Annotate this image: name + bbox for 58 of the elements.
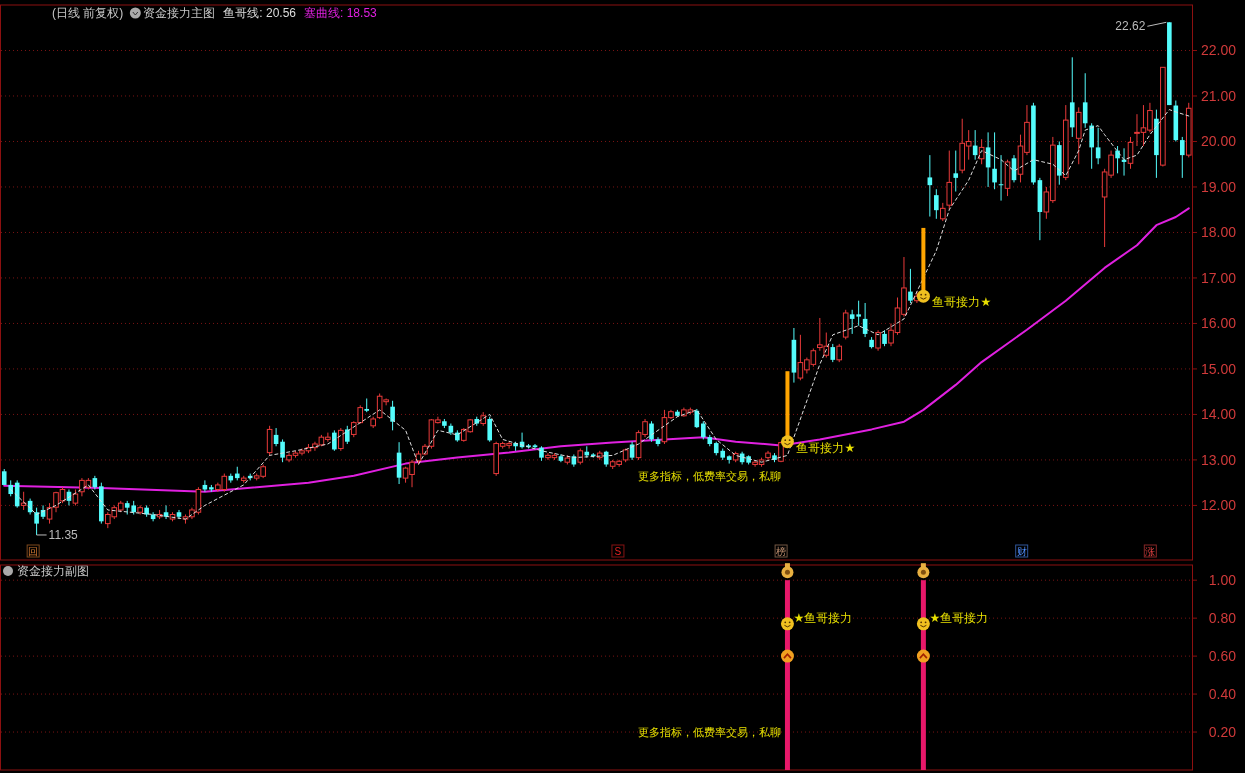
y-tick-label: 17.00: [1200, 269, 1237, 286]
candlestick: [487, 416, 492, 443]
candlestick: [701, 420, 706, 440]
text: 塞曲线: 18.53: [304, 6, 378, 20]
candlestick: [908, 268, 913, 304]
y-tick-label: 1.00: [1208, 572, 1237, 589]
candlestick: [978, 138, 985, 165]
y-tick-label: 16.00: [1200, 315, 1237, 332]
annotation: 榜: [776, 546, 787, 557]
candlestick: [266, 425, 273, 456]
candlestick: [830, 343, 836, 363]
candlestick: [390, 400, 395, 431]
candlestick: [946, 150, 953, 211]
text: 鱼哥线: 20.56: [223, 6, 297, 20]
candlestick: [953, 150, 959, 193]
annotation: 更多指标，低费率交易，私聊: [638, 469, 782, 482]
candlestick: [875, 329, 881, 352]
y-tick-label: 15.00: [1200, 360, 1237, 377]
annotation: 涨: [1145, 546, 1156, 557]
line-series: [3, 207, 1190, 493]
annotation: 11.35: [48, 527, 79, 542]
y-tick-label: 0.60: [1208, 648, 1237, 665]
annotation: ★鱼哥接力: [793, 611, 853, 626]
y-tick-label: 12.00: [1200, 497, 1237, 514]
annotation: 鱼哥接力★: [796, 440, 856, 455]
y-tick-label: 21.00: [1200, 87, 1237, 104]
candlestick: [849, 309, 855, 335]
chart-title: 资金接力主图: [143, 6, 216, 20]
candlestick: [836, 343, 843, 363]
candlestick: [34, 507, 39, 536]
y-tick-label: 14.00: [1200, 406, 1237, 423]
y-tick-label: 0.80: [1208, 610, 1237, 627]
y-tick-label: 19.00: [1200, 178, 1237, 195]
chart-subtitle: (日线 前复权): [52, 6, 124, 20]
annotation: 更多指标，低费率交易，私聊: [638, 726, 782, 739]
candlestick: [940, 202, 946, 222]
y-tick-label: 22.00: [1200, 42, 1237, 59]
y-tick-label: 0.20: [1208, 724, 1237, 741]
annotation: 回: [28, 546, 39, 557]
annotation: ★鱼哥接力: [929, 611, 989, 626]
candlestick: [856, 300, 861, 327]
annotation: 鱼哥接力★: [932, 295, 992, 310]
candlestick: [1089, 122, 1094, 170]
candlestick: [1179, 136, 1185, 179]
candlestick: [992, 131, 997, 190]
candlestick: [338, 427, 344, 452]
y-tick-label: 18.00: [1200, 224, 1237, 241]
annotation: 22.62: [1115, 19, 1146, 34]
y-tick-label: 0.40: [1208, 686, 1237, 703]
candlestick: [532, 443, 538, 450]
y-tick-label: 20.00: [1200, 133, 1237, 150]
candlestick: [20, 491, 27, 511]
candlestick: [934, 188, 939, 220]
annotation: 财: [1016, 546, 1027, 557]
chart-title: 资金接力副图: [17, 564, 89, 578]
annotation: S: [614, 546, 622, 557]
y-tick-label: 13.00: [1200, 451, 1237, 468]
candlestick: [345, 425, 350, 445]
